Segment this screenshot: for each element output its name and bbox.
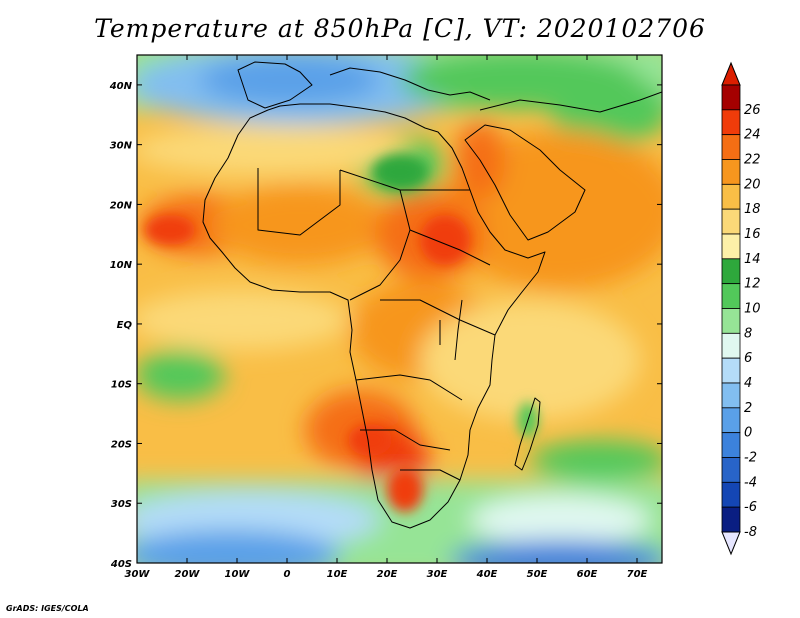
lon-tick-label: 30E	[427, 569, 448, 580]
colorbar-label: 12	[744, 277, 761, 292]
colorbar-swatch	[721, 183, 741, 210]
lon-tick-label: 40E	[476, 569, 498, 580]
colorbar-swatch	[721, 308, 741, 334]
colorbar-swatch	[721, 432, 741, 458]
colorbar-swatch	[721, 84, 741, 111]
lat-tick-label: 40N	[109, 81, 133, 92]
lat-tick-label: 20S	[111, 439, 132, 450]
coastlines	[202, 61, 662, 529]
colorbar-label: -8	[744, 525, 757, 540]
colorbar-label: 10	[744, 302, 761, 317]
lat-tick-label: 20N	[110, 200, 133, 211]
colorbar-label: 6	[744, 351, 752, 366]
map-title: Temperature at 850hPa [C], VT: 202010270…	[94, 14, 706, 43]
plot-frame	[136, 54, 663, 564]
colorbar-label: 2	[744, 401, 752, 416]
lat-tick-label: 30N	[110, 141, 133, 152]
lon-tick-label: 20W	[175, 569, 201, 580]
lat-tick-label: EQ	[117, 320, 133, 331]
lon-tick-label: 70E	[627, 569, 648, 580]
temperature-field	[137, 55, 662, 563]
colorbar-label: 24	[744, 128, 761, 143]
colorbar-label: 20	[744, 177, 761, 192]
colorbar-label: 16	[744, 227, 761, 242]
axis-ticks	[136, 55, 662, 564]
axis-labels: 30W 20W 10W 0 10E 20E 30E 40E 50E 60E 70E 40N 30N 20N…	[109, 81, 648, 580]
colorbar-label: 18	[744, 202, 761, 217]
colorbar-bottom-arrow	[721, 531, 741, 556]
colorbar-label: 22	[744, 153, 761, 168]
lat-tick-label: 30S	[111, 499, 132, 510]
colorbar-label: -2	[744, 451, 757, 466]
lat-tick-label: 40S	[110, 559, 132, 570]
colorbar-swatch	[721, 457, 741, 483]
lon-tick-label: 30W	[125, 569, 151, 580]
lat-tick-label: 10S	[111, 380, 132, 391]
colorbar-swatch	[721, 481, 741, 508]
colorbar-top-arrow	[721, 61, 741, 86]
colorbar-label: 8	[744, 326, 752, 341]
colorbar-swatch	[721, 357, 741, 384]
colorbar-label: -6	[744, 500, 757, 515]
colorbar-label: 26	[744, 103, 761, 118]
lon-tick-label: 10E	[327, 569, 348, 580]
colorbar-swatch	[721, 506, 741, 533]
colorbar-label: -4	[744, 475, 757, 490]
colorbar-swatch	[721, 258, 741, 285]
colorbar-label: 14	[744, 252, 761, 267]
lon-tick-label: 10W	[225, 569, 251, 580]
colorbar-swatch	[721, 109, 741, 136]
lon-tick-label: 50E	[527, 569, 548, 580]
credit-text: GrADS: IGES/COLA	[6, 604, 89, 613]
colorbar-swatch	[721, 159, 741, 185]
colorbar-label: 4	[744, 376, 752, 391]
colorbar-swatch	[721, 134, 741, 160]
colorbar-swatch	[721, 233, 741, 260]
colorbar-swatch	[721, 208, 741, 235]
colorbar-swatch	[721, 283, 741, 309]
colorbar-swatch	[721, 332, 741, 359]
colorbar-swatch	[721, 407, 741, 434]
colorbar-label: 0	[744, 426, 752, 441]
lon-tick-label: 60E	[577, 569, 598, 580]
lon-tick-label: 20E	[377, 569, 398, 580]
colorbar-swatch	[721, 382, 741, 409]
lon-tick-label: 0	[284, 569, 291, 580]
lat-tick-label: 10N	[110, 260, 133, 271]
